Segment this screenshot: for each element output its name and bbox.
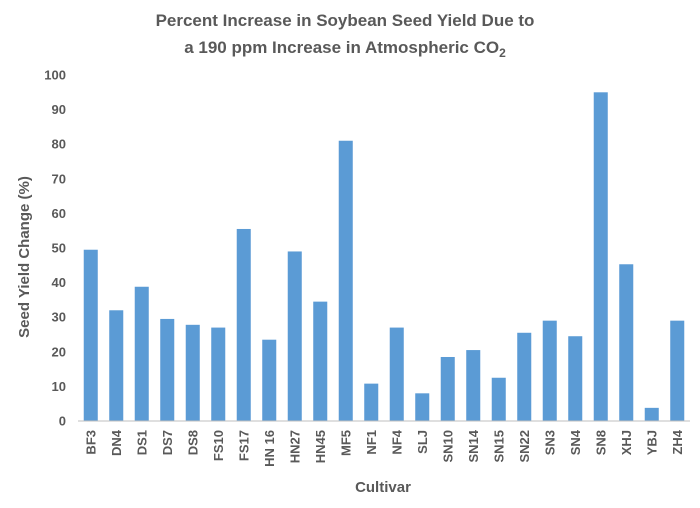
y-tick-label: 30 — [52, 310, 66, 325]
x-tick-label: NF1 — [364, 430, 379, 455]
bar-ybj — [644, 407, 659, 421]
x-tick-label: DS7 — [160, 430, 175, 455]
bar-hn27 — [287, 251, 302, 421]
y-tick-label: 20 — [52, 344, 66, 359]
x-tick-label: SN14 — [466, 429, 481, 462]
x-tick-label: SN8 — [593, 430, 608, 455]
x-tick-label: SN3 — [542, 430, 557, 455]
bar-dn4 — [109, 310, 124, 421]
y-tick-label: 50 — [52, 241, 66, 256]
chart-title-line-2: a 190 ppm Increase in Atmospheric CO2 — [184, 38, 506, 60]
x-axis-title: Cultivar — [355, 479, 411, 496]
bar-fs10 — [211, 327, 226, 421]
bar-sn4 — [568, 336, 583, 421]
bar-hn45 — [313, 301, 328, 421]
bar-nf1 — [364, 383, 379, 421]
x-tick-label: DS8 — [185, 430, 200, 455]
bars — [83, 92, 685, 422]
x-tick-label: NF4 — [389, 429, 404, 454]
bar-hn-16 — [262, 339, 277, 421]
y-tick-label: 100 — [44, 68, 66, 83]
y-axis-ticks: 0 10 20 30 40 50 60 70 80 90 100 — [44, 68, 66, 429]
bar-mf5 — [338, 140, 353, 422]
x-tick-label: FS10 — [211, 430, 226, 461]
x-tick-label: FS17 — [236, 430, 251, 461]
bar-bf3 — [83, 249, 98, 421]
bar-nf4 — [389, 327, 404, 421]
y-tick-label: 10 — [52, 379, 66, 394]
x-tick-label: XHJ — [619, 430, 634, 455]
bar-ds8 — [185, 324, 200, 421]
bar-xhj — [619, 264, 634, 421]
bar-sn14 — [466, 350, 481, 421]
y-tick-label: 40 — [52, 275, 66, 290]
bar-ds1 — [134, 286, 149, 421]
x-tick-label: SN10 — [440, 430, 455, 463]
chart-title-line-1: Percent Increase in Soybean Seed Yield D… — [156, 11, 535, 30]
x-tick-label: SN4 — [568, 429, 583, 455]
x-axis-ticks: BF3 DN4 DS1 DS7 DS8 FS10 FS17 HN 16 HN27 HN45 MF5 N… — [83, 429, 685, 467]
y-tick-label: 0 — [59, 414, 66, 429]
x-tick-label: SN22 — [517, 430, 532, 463]
x-tick-label: SLJ — [415, 430, 430, 454]
bar-sn3 — [542, 320, 557, 421]
bar-sn8 — [593, 92, 608, 422]
y-tick-label: 60 — [52, 206, 66, 221]
chart-title-subscript: 2 — [499, 46, 506, 60]
bar-sn10 — [440, 356, 455, 421]
x-tick-label: ZH4 — [670, 429, 685, 454]
bar-sn15 — [491, 377, 506, 421]
chart-title-line-2-text: a 190 ppm Increase in Atmospheric CO — [184, 38, 499, 57]
bar-ds7 — [160, 318, 175, 421]
x-tick-label: HN 16 — [262, 430, 277, 467]
x-tick-label: DN4 — [109, 429, 124, 456]
x-tick-label: BF3 — [83, 430, 98, 455]
y-tick-label: 90 — [52, 102, 66, 117]
y-tick-label: 80 — [52, 137, 66, 152]
x-tick-label: HN45 — [313, 430, 328, 463]
x-tick-label: MF5 — [338, 430, 353, 456]
y-tick-label: 70 — [52, 171, 66, 186]
x-tick-label: DS1 — [134, 430, 149, 455]
y-axis-title: Seed Yield Change (%) — [16, 176, 33, 338]
bar-fs17 — [236, 228, 251, 421]
x-tick-label: HN27 — [287, 430, 302, 463]
bar-sn22 — [517, 332, 532, 421]
bar-slj — [415, 393, 430, 421]
bar-zh4 — [670, 320, 685, 421]
x-tick-label: YBJ — [644, 430, 659, 455]
x-tick-label: SN15 — [491, 430, 506, 463]
